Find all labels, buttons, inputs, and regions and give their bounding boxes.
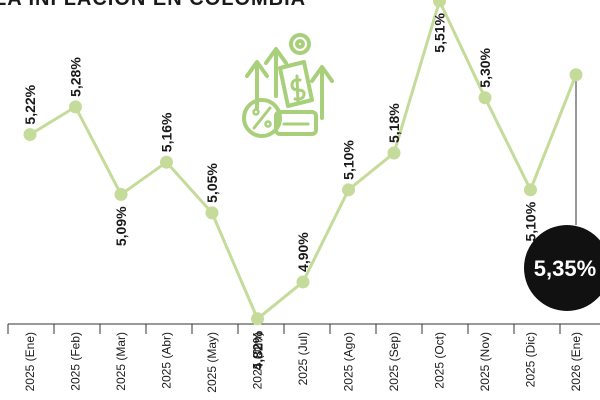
data-label: 5,18% — [386, 103, 402, 143]
x-tick-label: 2025 (Mar) — [114, 332, 128, 391]
x-tick-label: 2025 (Abr) — [160, 332, 174, 389]
data-point — [23, 128, 37, 142]
data-point — [69, 100, 82, 114]
highlight-value: 5,35% — [534, 256, 596, 281]
data-label: 4,82% — [250, 330, 266, 370]
x-tick-label: 2026 (Ene) — [569, 332, 583, 391]
data-point — [160, 155, 173, 169]
data-point — [114, 187, 128, 201]
x-tick-label: 2025 (Dic) — [524, 332, 538, 387]
data-point — [478, 91, 492, 105]
x-tick-label: 2025 (Jun) — [251, 332, 265, 389]
x-tick-label: 2025 (Ago) — [342, 332, 356, 391]
data-label: 5,10% — [523, 201, 539, 241]
x-tick-label: 2025 (Jul) — [296, 332, 310, 385]
data-point — [251, 312, 264, 326]
data-point — [387, 146, 401, 160]
data-label: 4,90% — [295, 232, 311, 272]
data-label: 5,30% — [477, 47, 493, 87]
data-point — [205, 206, 219, 220]
data-label: 5,51% — [432, 12, 448, 52]
x-tick-label: 2025 (Feb) — [69, 332, 83, 391]
data-label: 5,10% — [341, 140, 357, 180]
x-tick-label: 2025 (Oct) — [433, 332, 447, 389]
highlight-badge — [524, 225, 600, 311]
x-tick-label: 2025 (May) — [205, 332, 219, 393]
data-label: 5,05% — [204, 163, 220, 203]
x-tick-label: 2025 (Nov) — [478, 332, 492, 391]
data-point — [569, 68, 583, 82]
money-growth-icon — [242, 33, 334, 138]
data-point — [433, 0, 446, 8]
x-tick-label: 2025 (Ene) — [23, 332, 37, 391]
data-label: 5,09% — [113, 206, 129, 246]
data-label: 5,28% — [68, 57, 84, 97]
data-point — [296, 275, 310, 289]
data-point — [342, 183, 355, 197]
page-title: LA INFLACIÓN EN COLOMBIA — [0, 0, 306, 11]
data-label: 5,22% — [22, 84, 38, 124]
x-tick-label: 2025 (Sep) — [387, 332, 401, 391]
data-label: 5,16% — [159, 112, 175, 152]
data-point — [524, 183, 537, 197]
